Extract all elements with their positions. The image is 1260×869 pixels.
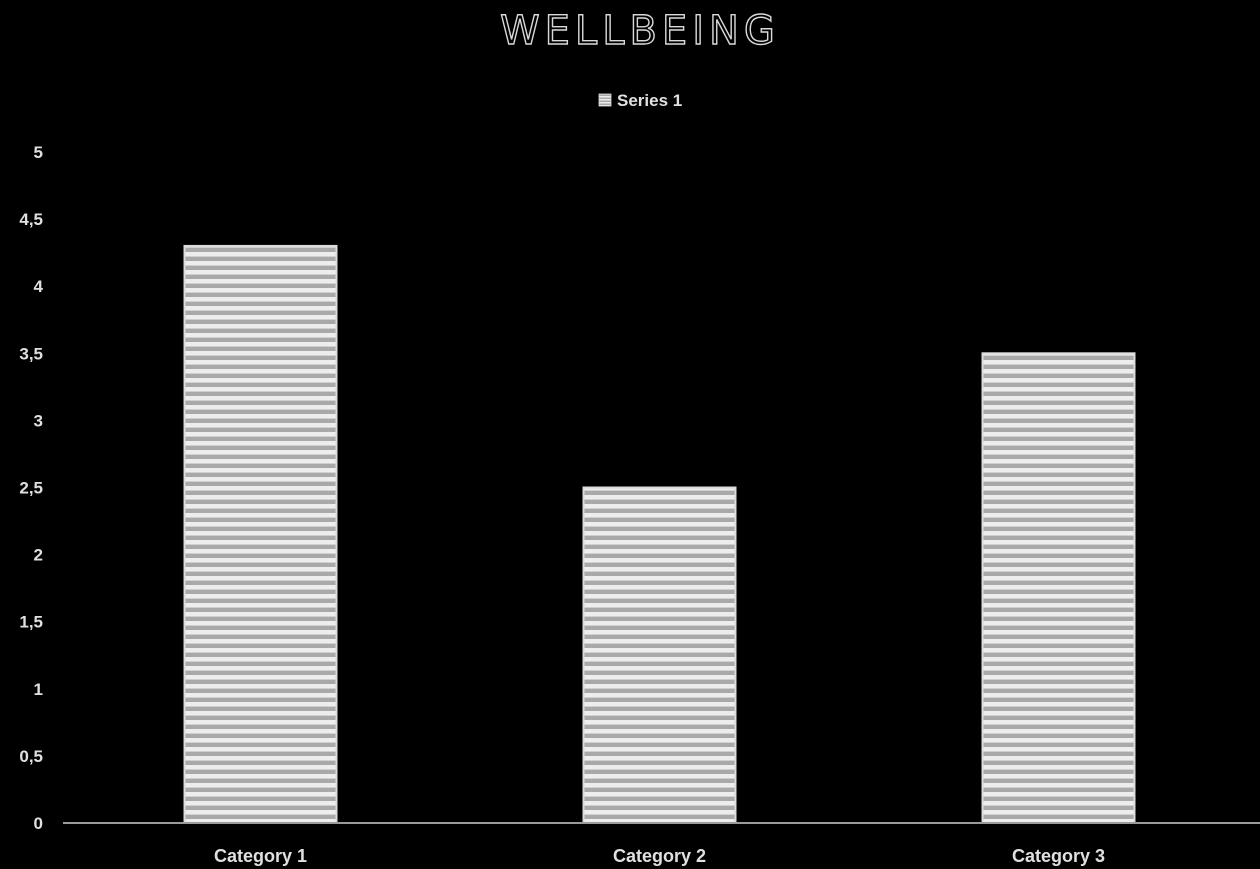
x-tick-label: Category 2: [613, 846, 706, 866]
bar-category-3: [981, 352, 1136, 824]
chart-title: WELLBEING: [500, 8, 780, 54]
bar-category-1: [183, 244, 338, 824]
y-tick-label: 0,5: [19, 747, 43, 766]
x-tick-label: Category 1: [214, 846, 307, 866]
x-tick-label: Category 3: [1012, 846, 1105, 866]
y-tick-label: 0: [34, 814, 43, 833]
y-tick-label: 4,5: [19, 210, 43, 229]
y-tick-label: 1,5: [19, 613, 43, 632]
y-axis-ticks: 0 0,5 1 1,5 2 2,5 3 3,5 4 4,5 5: [19, 143, 43, 833]
bar-category-2: [582, 486, 737, 824]
x-axis-labels: Category 1 Category 2 Category 3: [214, 846, 1105, 866]
y-tick-label: 4: [34, 277, 44, 296]
y-tick-label: 2,5: [19, 479, 43, 498]
bars: [183, 244, 1136, 824]
legend-swatch-series-1: [598, 93, 612, 107]
legend: Series 1: [598, 91, 682, 110]
legend-label-series-1: Series 1: [617, 91, 682, 110]
y-tick-label: 3,5: [19, 344, 43, 363]
y-tick-label: 5: [34, 143, 43, 162]
y-tick-label: 1: [34, 680, 43, 699]
y-tick-label: 2: [34, 546, 43, 565]
y-tick-label: 3: [34, 411, 43, 430]
